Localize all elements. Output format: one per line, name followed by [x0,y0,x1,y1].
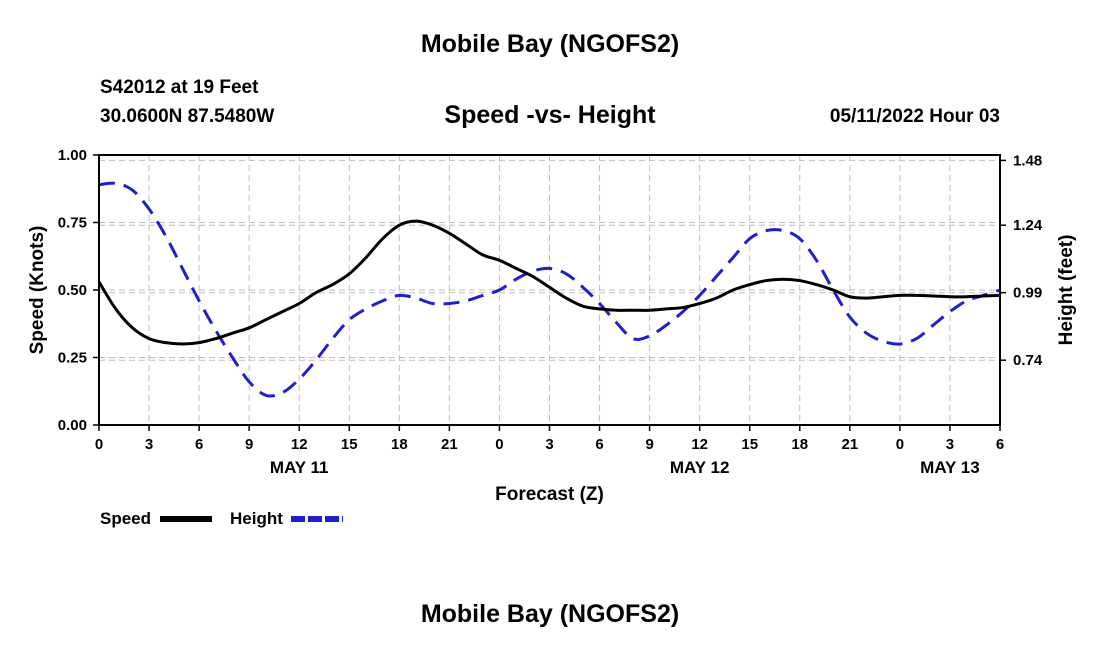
date-label: MAY 12 [670,458,730,477]
y-tick-label-left: 0.25 [58,350,87,367]
x-tick-label: 15 [341,436,358,453]
y-tick-label-left: 1.00 [58,147,87,164]
y-tick-label-right: 0.99 [1013,285,1042,302]
series-line-height [98,181,1001,398]
chart-title: Mobile Bay (NGOFS2) [420,30,680,58]
date-label: MAY 11 [270,458,329,477]
x-tick-label: 0 [495,436,503,453]
x-tick-label: 21 [441,436,458,453]
x-tick-label: 9 [645,436,653,453]
y-tick-label-left: 0.50 [58,282,87,299]
series-layer [97,181,1001,398]
y-tick-label-right: 1.24 [1013,217,1043,234]
coordinates-label: 30.0600N 87.5480W [100,106,275,127]
x-tick-label: 0 [95,436,103,453]
forecast-datetime: 05/11/2022 Hour 03 [829,106,1000,127]
x-tick-label: 6 [996,436,1004,453]
x-axis-title: Forecast (Z) [495,484,604,505]
x-tick-label: 3 [545,436,553,453]
chart-subtitle: Speed -vs- Height [444,101,656,129]
grid [99,155,1000,425]
date-label: MAY 13 [920,458,980,477]
axes: 0 3 6 9 12 15 18 21 0 3 6 9 12 15 18 21 0 3 6 MAY 11 MAY 12 M… [27,147,1077,505]
x-tick-label: 6 [195,436,203,453]
legend-label-height: Height [230,509,283,528]
y-tick-label-right: 0.74 [1013,352,1043,369]
x-tick-label: 18 [391,436,408,453]
x-tick-label: 12 [291,436,308,453]
footer-title: Mobile Bay (NGOFS2) [420,600,680,628]
series-line-speed [97,219,1001,346]
x-tick-label: 9 [245,436,253,453]
x-tick-label: 3 [946,436,954,453]
x-tick-label: 21 [841,436,858,453]
y-tick-label-left: 0.00 [58,417,87,434]
y-axis-title-left: Speed (Knots) [27,226,48,355]
x-tick-label: 0 [896,436,904,453]
x-tick-label: 15 [741,436,758,453]
x-tick-label: 18 [791,436,808,453]
legend-label-speed: Speed [100,509,152,528]
y-tick-label-left: 0.75 [58,215,87,232]
y-tick-label-right: 1.48 [1013,152,1042,169]
x-tick-label: 3 [145,436,153,453]
station-label: S42012 at 19 Feet [100,77,259,98]
x-tick-label: 6 [595,436,603,453]
x-tick-label: 12 [691,436,708,453]
y-axis-title-right: Height (feet) [1056,235,1077,346]
